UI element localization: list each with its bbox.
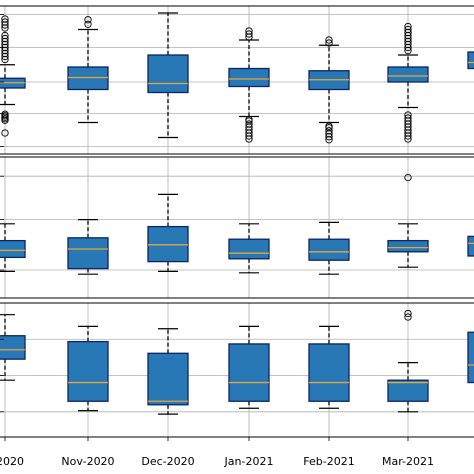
outlier-point bbox=[404, 173, 412, 182]
outlier-point bbox=[165, 0, 171, 1]
outlier-point bbox=[84, 20, 92, 28]
outlier-point bbox=[1, 18, 9, 26]
box-iqr bbox=[387, 66, 429, 83]
box-iqr bbox=[147, 225, 189, 263]
panel-frame bbox=[0, 156, 474, 299]
x-tick-label: Mar-2021 bbox=[382, 455, 434, 468]
x-tick-label: Nov-2020 bbox=[61, 455, 114, 468]
box-Feb-2021 bbox=[308, 325, 350, 409]
outlier-point bbox=[404, 114, 412, 122]
panel-plot-area bbox=[0, 0, 474, 154]
box-iqr bbox=[467, 331, 474, 384]
panel-bottom bbox=[0, 302, 474, 438]
panel-plot-area bbox=[0, 157, 474, 298]
box-Nov-2020 bbox=[67, 16, 109, 124]
outlier-point bbox=[84, 16, 92, 24]
outlier-point bbox=[404, 25, 412, 34]
box-iqr bbox=[0, 239, 26, 259]
outlier-point bbox=[245, 120, 253, 128]
box-iqr bbox=[67, 340, 109, 402]
panel-middle bbox=[0, 156, 474, 299]
box-Apr-2021 bbox=[467, 331, 474, 384]
outlier-point bbox=[1, 34, 9, 43]
outlier-point bbox=[1, 31, 9, 40]
x-tick-label: c-2020 bbox=[0, 455, 24, 468]
box-Oct-2020 bbox=[0, 223, 26, 272]
box-iqr bbox=[228, 238, 270, 260]
box-iqr bbox=[308, 343, 350, 402]
outlier-point bbox=[1, 129, 9, 137]
box-Nov-2020 bbox=[67, 219, 109, 275]
box-iqr bbox=[228, 343, 270, 402]
box-Dec-2020 bbox=[147, 0, 189, 139]
box-iqr bbox=[147, 54, 189, 94]
panel-plot-area bbox=[0, 303, 474, 437]
box-iqr bbox=[67, 66, 109, 91]
outlier-point bbox=[325, 39, 333, 47]
outlier-point bbox=[1, 110, 9, 118]
outlier-point bbox=[1, 15, 9, 23]
panel-top bbox=[0, 0, 474, 155]
box-Dec-2020 bbox=[147, 328, 189, 415]
box-Jan-2021 bbox=[228, 27, 270, 143]
box-iqr bbox=[228, 67, 270, 88]
panel-frame bbox=[0, 5, 474, 155]
panel-frame bbox=[0, 302, 474, 438]
box-Apr-2021 bbox=[467, 235, 474, 257]
box-Feb-2021 bbox=[308, 36, 350, 144]
outlier-point bbox=[404, 313, 412, 321]
outlier-point bbox=[245, 27, 253, 35]
box-iqr bbox=[0, 335, 26, 360]
box-Apr-2021 bbox=[467, 51, 474, 70]
outlier-point bbox=[404, 309, 412, 318]
box-Oct-2020 bbox=[0, 15, 26, 137]
box-Feb-2021 bbox=[308, 221, 350, 275]
box-Jan-2021 bbox=[228, 325, 270, 409]
x-tick-label: Jan-2021 bbox=[224, 455, 274, 468]
box-iqr bbox=[308, 238, 350, 261]
box-iqr bbox=[467, 235, 474, 257]
x-axis-ticks: c-2020 Nov-2020 Dec-2020 Jan-2021 Feb-2021 Ma… bbox=[0, 437, 434, 468]
outlier-point bbox=[325, 122, 333, 130]
box-iqr bbox=[387, 379, 429, 402]
outlier-point bbox=[245, 30, 253, 38]
box-iqr bbox=[147, 352, 189, 406]
outlier-point bbox=[404, 111, 412, 119]
box-iqr bbox=[67, 237, 109, 270]
outlier-point bbox=[325, 36, 333, 44]
x-tick-label: Feb-2021 bbox=[303, 455, 354, 468]
box-iqr bbox=[467, 51, 474, 70]
box-Nov-2020 bbox=[67, 325, 109, 412]
box-Oct-2020 bbox=[0, 314, 26, 381]
box-iqr bbox=[387, 239, 429, 253]
box-Mar-2021 bbox=[387, 309, 429, 413]
outlier-point bbox=[325, 127, 333, 135]
box-Dec-2020 bbox=[147, 193, 189, 272]
x-tick-label: Dec-2020 bbox=[141, 455, 194, 468]
outlier-point bbox=[404, 22, 412, 31]
box-Mar-2021 bbox=[387, 173, 429, 268]
box-Mar-2021 bbox=[387, 22, 429, 143]
panels-group bbox=[0, 0, 474, 438]
box-Jan-2021 bbox=[228, 223, 270, 274]
outlier-point bbox=[245, 115, 253, 124]
